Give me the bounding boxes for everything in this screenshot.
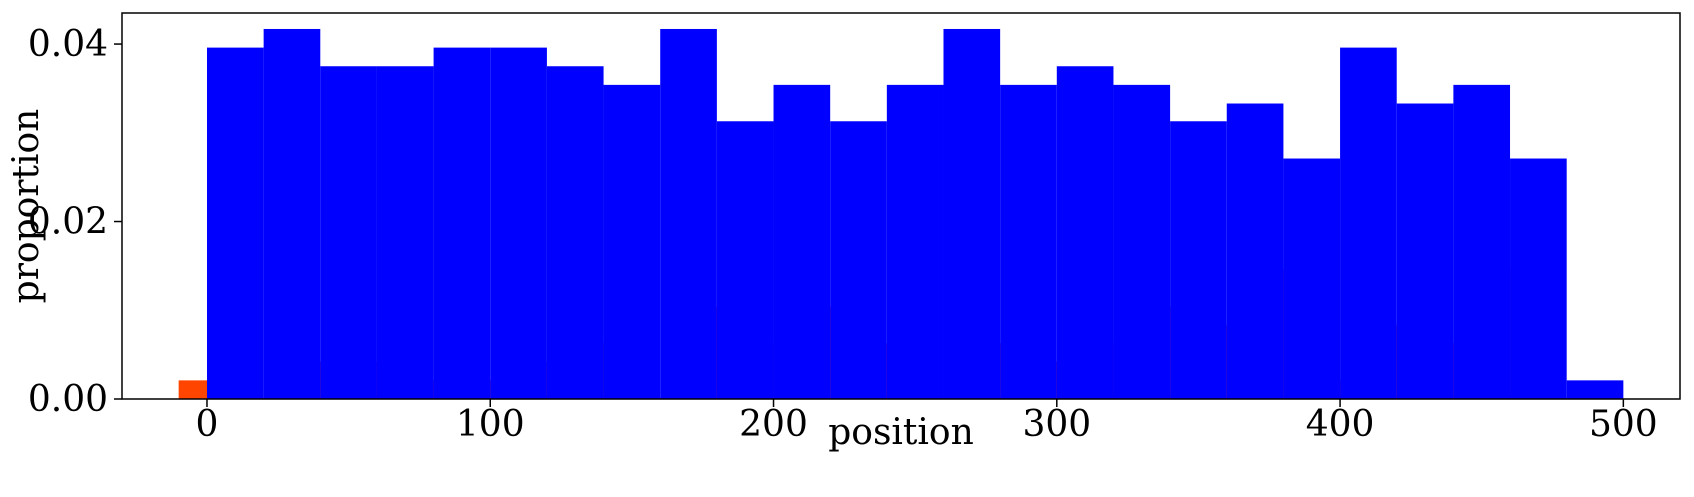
bar-series-2-bin-5 (490, 47, 547, 399)
bar-series-2-bin-24 (1566, 380, 1624, 399)
x-tick-label: 100 (456, 404, 525, 445)
bar-series-2-bin-11 (830, 121, 887, 399)
x-tick-label: 0 (196, 404, 219, 445)
bar-series-2-bin-23 (1510, 158, 1567, 399)
x-axis: 0 100 200 300 400 500 (196, 399, 1658, 445)
bar-series-2-bin-1 (263, 28, 321, 400)
bar-series-2-bin-18 (1226, 103, 1284, 399)
x-axis-label: position (828, 412, 974, 453)
bar-series-2-bin-0 (206, 47, 264, 399)
x-tick-label: 500 (1589, 404, 1658, 445)
y-tick-label: 0.02 (28, 202, 108, 243)
y-axis: 0.00 0.02 0.04 (28, 24, 122, 420)
plot-frame (121, 12, 1681, 400)
bar-series-2-bin-14 (1000, 84, 1057, 400)
bar-series-2-bin-2 (320, 66, 377, 399)
bar-series-2-bin-22 (1453, 84, 1511, 400)
bar-series-2-bin-13 (943, 28, 1001, 400)
bar-series-2-bin-4 (433, 47, 491, 399)
bar-series-2-bin-6 (546, 66, 604, 399)
bar-series-2-bin-7 (603, 84, 661, 400)
bar-series-2-bin-8 (660, 28, 717, 400)
bars-layer (178, 28, 1624, 400)
x-tick-label: 200 (739, 404, 808, 445)
x-tick-label: 300 (1022, 404, 1091, 445)
y-tick-label: 0.04 (28, 24, 108, 65)
bar-series-2-bin-17 (1170, 121, 1227, 399)
bar-series-2-bin-3 (376, 66, 434, 399)
bar-series-2-bin-10 (773, 84, 831, 400)
bar-series-2-bin-21 (1396, 103, 1454, 399)
bar-series-2-bin-12 (886, 84, 944, 400)
bar-series-2-bin-9 (716, 121, 774, 399)
x-tick-label: 400 (1306, 404, 1375, 445)
bar-series-2-bin-16 (1113, 84, 1171, 400)
bar-series-2-bin-15 (1056, 66, 1114, 399)
bar-series-2-bin-20 (1340, 47, 1397, 399)
y-axis-label: proportion (6, 109, 47, 304)
bar-series-2-bin-19 (1283, 158, 1341, 399)
y-tick-label: 0.00 (28, 379, 108, 420)
